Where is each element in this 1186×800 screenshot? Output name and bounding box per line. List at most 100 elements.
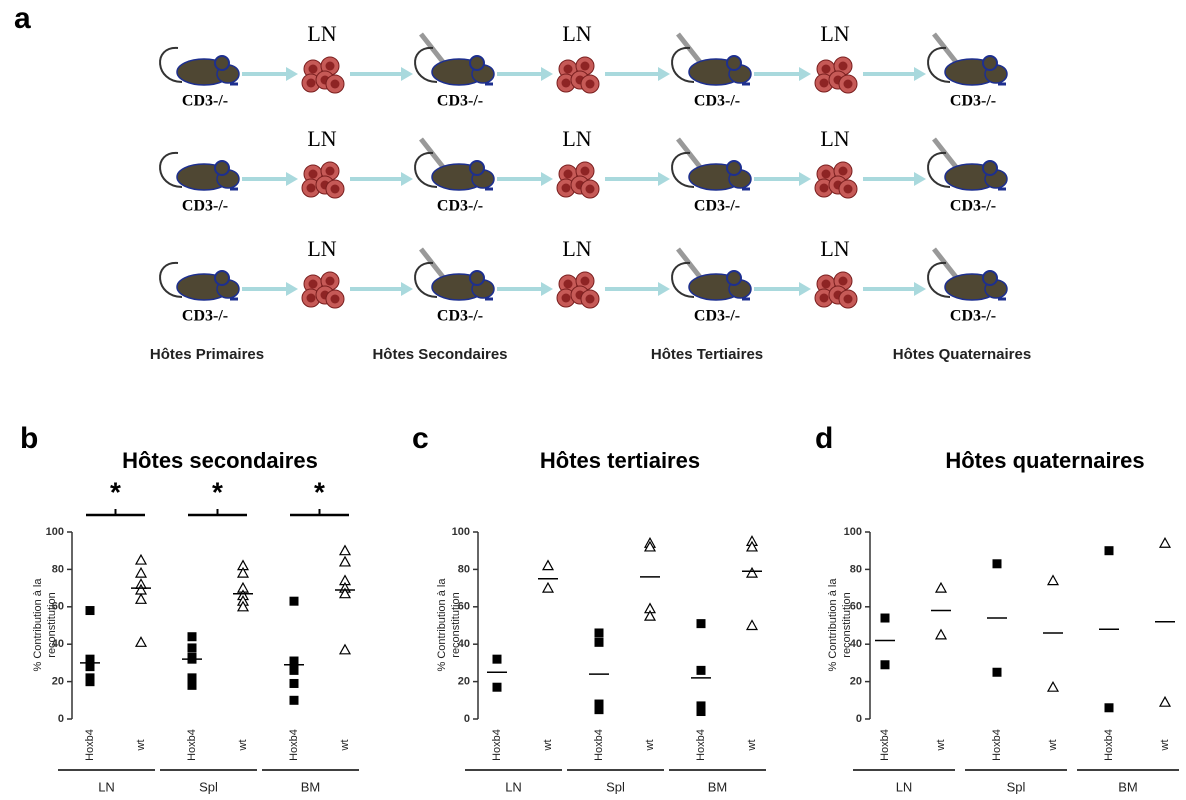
y-axis-label: % Contribution à la bbox=[32, 578, 44, 672]
y-tick-label: 80 bbox=[850, 563, 862, 575]
data-point bbox=[1105, 703, 1114, 712]
x-tick-label: Hoxb4 bbox=[491, 729, 503, 761]
data-point bbox=[188, 643, 197, 652]
data-point bbox=[1048, 576, 1058, 585]
host-label: Hôtes Primaires bbox=[150, 346, 264, 363]
cell-nucleus bbox=[844, 185, 853, 194]
mouse-ear bbox=[983, 56, 997, 70]
x-tick-label: Hoxb4 bbox=[84, 729, 96, 761]
x-tick-label: wt bbox=[644, 740, 656, 752]
mouse-ear bbox=[470, 161, 484, 175]
y-tick-label: 0 bbox=[58, 713, 64, 725]
mouse-label: CD3-/- bbox=[694, 93, 740, 110]
arrow-head bbox=[914, 67, 926, 81]
cell-nucleus bbox=[331, 185, 340, 194]
data-point bbox=[493, 683, 502, 692]
mouse-ear bbox=[983, 271, 997, 285]
cell-label: LN bbox=[307, 126, 336, 151]
data-point bbox=[1160, 538, 1170, 547]
cell-nucleus bbox=[839, 62, 848, 71]
cell-nucleus bbox=[822, 65, 831, 74]
data-point bbox=[595, 638, 604, 647]
chart-title: Hôtes quaternaires bbox=[945, 448, 1144, 473]
cell-nucleus bbox=[562, 294, 571, 303]
cell-nucleus bbox=[822, 280, 831, 289]
data-point bbox=[543, 561, 553, 570]
data-point bbox=[340, 557, 350, 566]
panel-letter: b bbox=[20, 422, 38, 455]
group-label: BM bbox=[301, 779, 321, 794]
cell-nucleus bbox=[586, 185, 595, 194]
mouse-label: CD3-/- bbox=[437, 93, 483, 110]
y-tick-label: 60 bbox=[458, 601, 470, 613]
y-tick-label: 40 bbox=[458, 638, 470, 650]
cell-nucleus bbox=[844, 295, 853, 304]
mouse-ear bbox=[470, 271, 484, 285]
data-point bbox=[543, 583, 553, 592]
mouse-ear bbox=[215, 161, 229, 175]
cell-nucleus bbox=[820, 294, 829, 303]
data-point bbox=[136, 594, 146, 603]
data-point bbox=[290, 679, 299, 688]
cell-label: LN bbox=[307, 21, 336, 46]
mouse-ear bbox=[727, 56, 741, 70]
x-tick-label: Hoxb4 bbox=[593, 729, 605, 761]
mouse-ear bbox=[470, 56, 484, 70]
data-point bbox=[697, 619, 706, 628]
cell-nucleus bbox=[326, 167, 335, 176]
cell-nucleus bbox=[331, 80, 340, 89]
data-point bbox=[86, 606, 95, 615]
y-tick-label: 20 bbox=[458, 676, 470, 688]
cell-nucleus bbox=[309, 170, 318, 179]
y-tick-label: 40 bbox=[850, 638, 862, 650]
cell-nucleus bbox=[564, 170, 573, 179]
data-point bbox=[290, 666, 299, 675]
y-tick-label: 20 bbox=[850, 676, 862, 688]
arrow-head bbox=[541, 67, 553, 81]
arrow-head bbox=[401, 282, 413, 296]
mouse-label: CD3-/- bbox=[437, 198, 483, 215]
data-point bbox=[1105, 546, 1114, 555]
cell-nucleus bbox=[822, 170, 831, 179]
arrow-head bbox=[401, 67, 413, 81]
cell-nucleus bbox=[581, 277, 590, 286]
cell-nucleus bbox=[562, 184, 571, 193]
group-label: Spl bbox=[606, 779, 625, 794]
cell-nucleus bbox=[586, 80, 595, 89]
arrow-head bbox=[401, 172, 413, 186]
mouse-label: CD3-/- bbox=[182, 308, 228, 325]
chart-title: Hôtes secondaires bbox=[122, 448, 318, 473]
cell-nucleus bbox=[839, 167, 848, 176]
panel-letter: c bbox=[412, 422, 429, 455]
data-point bbox=[881, 660, 890, 669]
mouse-label: CD3-/- bbox=[182, 198, 228, 215]
group-label: BM bbox=[1118, 779, 1138, 794]
cell-label: LN bbox=[562, 21, 591, 46]
cell-nucleus bbox=[309, 280, 318, 289]
data-point bbox=[936, 630, 946, 639]
cell-nucleus bbox=[326, 277, 335, 286]
cell-nucleus bbox=[326, 62, 335, 71]
cell-nucleus bbox=[331, 295, 340, 304]
mouse-label: CD3-/- bbox=[437, 308, 483, 325]
cell-nucleus bbox=[564, 65, 573, 74]
x-tick-label: wt bbox=[339, 740, 351, 752]
data-point bbox=[188, 681, 197, 690]
x-tick-label: wt bbox=[237, 740, 249, 752]
cell-nucleus bbox=[581, 167, 590, 176]
mouse-ear bbox=[215, 271, 229, 285]
arrow-head bbox=[658, 172, 670, 186]
chart-title: Hôtes tertiaires bbox=[540, 448, 700, 473]
cell-nucleus bbox=[839, 277, 848, 286]
y-tick-label: 40 bbox=[52, 638, 64, 650]
group-label: Spl bbox=[1007, 779, 1026, 794]
y-tick-label: 100 bbox=[46, 526, 64, 538]
cell-nucleus bbox=[307, 294, 316, 303]
arrow-head bbox=[286, 67, 298, 81]
cell-label: LN bbox=[307, 236, 336, 261]
data-point bbox=[881, 614, 890, 623]
group-label: Spl bbox=[199, 779, 218, 794]
figure: a CD3-/-CD3-/-CD3-/-CD3-/-LNLNLNCD3-/-CD… bbox=[0, 0, 1186, 800]
x-tick-label: Hoxb4 bbox=[186, 729, 198, 761]
cell-label: LN bbox=[820, 126, 849, 151]
